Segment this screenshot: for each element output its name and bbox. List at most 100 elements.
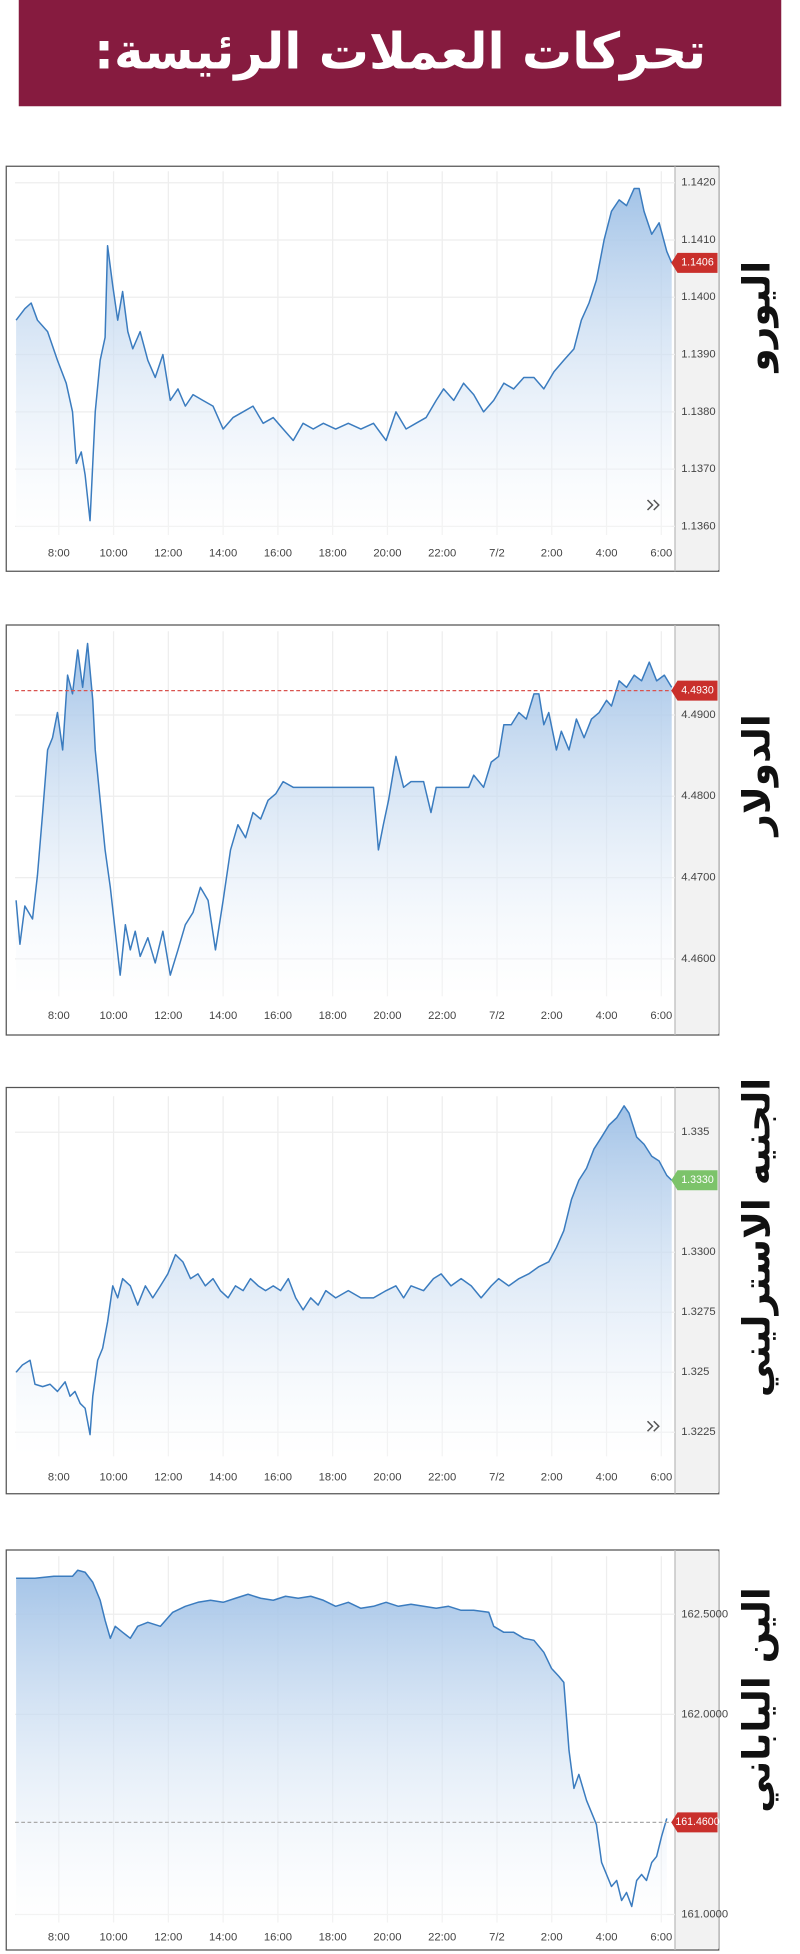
x-tick-label: 6:00 <box>650 1010 672 1022</box>
x-tick-label: 22:00 <box>428 1471 456 1483</box>
y-tick-label: 1.3300 <box>681 1246 715 1258</box>
x-tick-label: 14:00 <box>209 548 237 560</box>
x-tick-label: 22:00 <box>428 1931 456 1943</box>
x-tick-label: 8:00 <box>48 1010 70 1022</box>
x-tick-label: 8:00 <box>48 548 70 560</box>
chart: 1.3225 1.325 1.3275 1.3300 1.335 8:00 10:00 12:… <box>5 1078 778 1495</box>
axis-panel <box>675 1551 719 1949</box>
x-tick-label: 12:00 <box>154 1931 182 1943</box>
x-tick-label: 4:00 <box>596 548 618 560</box>
x-tick-label: 20:00 <box>373 1471 401 1483</box>
price-marker <box>671 252 718 273</box>
x-tick-label: 20:00 <box>373 1010 401 1022</box>
price-marker <box>671 1170 718 1191</box>
x-tick-label: 7/2 <box>489 1471 505 1483</box>
x-tick-label: 18:00 <box>319 1931 347 1943</box>
price-marker-label: 1.1406 <box>681 257 714 269</box>
x-tick-label: 18:00 <box>319 1471 347 1483</box>
x-tick-label: 6:00 <box>650 548 672 560</box>
area-fill <box>16 1570 667 1923</box>
price-line <box>15 187 673 522</box>
x-tick-label: 14:00 <box>209 1010 237 1022</box>
y-tick-label: 1.3275 <box>681 1306 715 1318</box>
expand-icon <box>646 1420 660 1432</box>
y-tick-label: 1.1400 <box>681 291 715 303</box>
x-tick-label: 4:00 <box>596 1931 618 1943</box>
x-tick-label: 20:00 <box>373 1931 401 1943</box>
x-tick-label: 14:00 <box>209 1471 237 1483</box>
y-tick-label: 4.4600 <box>681 953 715 965</box>
expand-icon <box>646 499 660 511</box>
x-tick-label: 7/2 <box>489 548 505 560</box>
price-marker-label: 161.4600 <box>675 1816 719 1828</box>
price-marker <box>671 680 718 701</box>
content: تحركات العملات الرئيسة: 1.13601.13701.13… <box>5 0 782 1951</box>
y-tick-label: 1.1360 <box>681 520 715 532</box>
chart: 4.4600 4.4700 4.4800 4.4900 8:00 10:00 12:00 14… <box>5 624 778 1036</box>
x-tick-label: 2:00 <box>541 1931 563 1943</box>
x-tick-label: 12:00 <box>154 1471 182 1483</box>
x-tick-label: 18:00 <box>319 1010 347 1022</box>
area-fill <box>16 643 672 997</box>
y-tick-label: 4.4700 <box>681 872 715 884</box>
y-tick-label: 4.4800 <box>681 790 715 802</box>
y-tick-label: 1.1370 <box>681 463 715 475</box>
x-tick-label: 10:00 <box>100 548 128 560</box>
y-tick-label: 1.325 <box>681 1366 709 1378</box>
axis-panel <box>675 1088 719 1493</box>
price-marker-label: 1.3330 <box>681 1174 714 1186</box>
price-marker-label: 4.4930 <box>681 684 714 696</box>
x-tick-label: 2:00 <box>541 548 563 560</box>
chart-title: الين الياباني <box>734 1587 778 1813</box>
x-tick-label: 16:00 <box>264 1010 292 1022</box>
y-tick-label: 162.0000 <box>681 1708 728 1720</box>
x-tick-label: 2:00 <box>541 1010 563 1022</box>
x-tick-label: 16:00 <box>264 548 292 560</box>
area-fill <box>16 188 672 535</box>
x-tick-label: 8:00 <box>48 1931 70 1943</box>
chart-title: الدولار <box>734 714 778 837</box>
x-tick-label: 16:00 <box>264 1471 292 1483</box>
x-tick-label: 7/2 <box>489 1010 505 1022</box>
x-tick-label: 7/2 <box>489 1931 505 1943</box>
chart: 1.1360 1.1370 1.1380 1.1390 1.1400 1.1410 1.14… <box>5 165 778 572</box>
y-tick-label: 162.5000 <box>681 1608 728 1620</box>
x-tick-label: 12:00 <box>154 548 182 560</box>
x-tick-label: 22:00 <box>428 548 456 560</box>
y-tick-label: 1.3225 <box>681 1426 715 1438</box>
banner <box>18 0 782 107</box>
y-tick-label: 161.0000 <box>681 1908 728 1920</box>
y-tick-label: 1.1380 <box>681 406 715 418</box>
x-tick-label: 18:00 <box>319 548 347 560</box>
price-marker <box>671 1812 718 1833</box>
area-fill <box>16 1105 672 1457</box>
x-tick-label: 22:00 <box>428 1010 456 1022</box>
chart-title: الجنيه الاسترليني <box>734 1078 778 1397</box>
price-line <box>15 1105 673 1436</box>
x-tick-label: 14:00 <box>209 1931 237 1943</box>
x-tick-label: 6:00 <box>650 1471 672 1483</box>
y-tick-label: 1.1410 <box>681 234 715 246</box>
x-tick-label: 10:00 <box>100 1471 128 1483</box>
x-tick-label: 10:00 <box>100 1931 128 1943</box>
chart-title: اليورو <box>734 261 778 374</box>
y-tick-label: 1.1420 <box>681 177 715 189</box>
x-tick-label: 8:00 <box>48 1471 70 1483</box>
x-tick-label: 4:00 <box>596 1010 618 1022</box>
x-tick-label: 4:00 <box>596 1471 618 1483</box>
x-tick-label: 16:00 <box>264 1931 292 1943</box>
x-tick-label: 2:00 <box>541 1471 563 1483</box>
x-tick-label: 6:00 <box>650 1931 672 1943</box>
x-tick-label: 12:00 <box>154 1010 182 1022</box>
y-tick-label: 1.335 <box>681 1126 709 1138</box>
chart: 161.0000 162.0000 162.5000 8:00 10:00 12:00 14… <box>5 1549 778 1951</box>
y-tick-label: 1.1390 <box>681 349 715 361</box>
x-tick-label: 20:00 <box>373 548 401 560</box>
y-tick-label: 4.4900 <box>681 709 715 721</box>
price-line <box>16 1569 668 1908</box>
page-title: تحركات العملات الرئيسة: <box>94 23 706 82</box>
x-tick-label: 10:00 <box>100 1010 128 1022</box>
axis-panel <box>675 167 719 570</box>
